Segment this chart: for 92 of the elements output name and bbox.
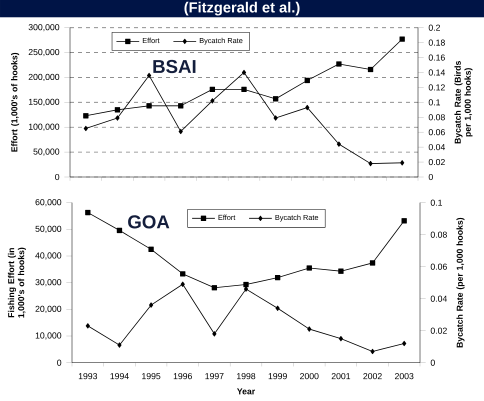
chart-title: (Fitzgerald et al.) bbox=[184, 2, 300, 16]
point bbox=[117, 342, 122, 348]
x-tick-label: 1993 bbox=[78, 373, 98, 380]
point bbox=[272, 96, 278, 102]
y2-axis-title: Bycatch Rate (Birds per 1,000 hooks) bbox=[454, 61, 473, 144]
y2-tick-label: 0.18 bbox=[428, 40, 445, 46]
point bbox=[210, 86, 216, 92]
point bbox=[85, 210, 90, 216]
x-tick-label: 1995 bbox=[142, 373, 160, 380]
y2-tick-label: 0.06 bbox=[428, 129, 445, 136]
y-axis-title: Effort (1,000's of hooks) bbox=[11, 52, 20, 152]
y-tick-label: 40,000 bbox=[35, 252, 62, 260]
y-tick-label: 300,000 bbox=[28, 24, 60, 32]
annotation: GOA bbox=[128, 215, 170, 228]
point bbox=[210, 98, 214, 104]
point bbox=[147, 72, 152, 78]
x-axis-title: Year bbox=[236, 388, 256, 394]
point bbox=[402, 340, 406, 346]
point bbox=[306, 265, 312, 271]
point bbox=[305, 104, 310, 110]
y-tick-label: 10,000 bbox=[36, 332, 62, 340]
x-tick-label: 1996 bbox=[174, 373, 192, 380]
point bbox=[304, 78, 310, 84]
y-tick-label: 100,000 bbox=[28, 124, 60, 131]
point bbox=[241, 86, 247, 92]
point bbox=[400, 36, 405, 42]
point bbox=[370, 348, 375, 354]
point bbox=[242, 70, 246, 76]
y2-tick-label: 0.02 bbox=[428, 159, 445, 166]
y-tick-label: 50,000 bbox=[33, 148, 60, 156]
point bbox=[178, 103, 184, 108]
y-tick-label: 30,000 bbox=[35, 279, 62, 286]
x-tick-label: 1997 bbox=[205, 373, 224, 380]
point bbox=[180, 271, 186, 277]
y2-tick-label: 0.1 bbox=[430, 200, 442, 206]
y2-tick-label: 0.02 bbox=[430, 328, 447, 334]
point bbox=[274, 274, 280, 280]
y2-tick-label: 0.08 bbox=[428, 114, 445, 120]
x-tick-label: 2000 bbox=[300, 373, 319, 380]
point bbox=[212, 331, 216, 337]
y2-tick-label: 0.04 bbox=[428, 144, 446, 150]
y-tick-label: 150,000 bbox=[28, 98, 60, 106]
point bbox=[368, 66, 374, 72]
y-axis-title: Fishing Effort (in 1,000's of hooks) bbox=[8, 248, 26, 318]
y2-tick-label: 0 bbox=[428, 174, 433, 180]
point bbox=[336, 141, 342, 147]
y-tick-label: 60,000 bbox=[36, 199, 62, 206]
point bbox=[400, 160, 404, 166]
point bbox=[402, 218, 407, 224]
point bbox=[274, 115, 278, 121]
x-tick-label: 2001 bbox=[332, 373, 350, 380]
y2-tick-label: 0 bbox=[430, 360, 435, 366]
point bbox=[338, 268, 344, 274]
point bbox=[338, 336, 344, 342]
y2-axis-title: Bycatch Rate (per 1,000 hooks) bbox=[456, 218, 465, 348]
point bbox=[276, 306, 280, 311]
annotation: BSAI bbox=[153, 60, 196, 74]
x-tick-label: 2003 bbox=[394, 373, 414, 380]
point bbox=[212, 285, 218, 290]
y-tick-label: 0 bbox=[57, 360, 62, 366]
y2-tick-label: 0.04 bbox=[430, 296, 448, 302]
point bbox=[178, 128, 183, 134]
point bbox=[83, 113, 88, 118]
y2-tick-label: 0.16 bbox=[428, 54, 445, 61]
y-tick-label: 50,000 bbox=[35, 226, 62, 233]
y2-tick-label: 0.12 bbox=[428, 84, 445, 90]
point bbox=[146, 103, 152, 108]
x-tick-label: 2002 bbox=[363, 373, 382, 380]
y-tick-label: 0 bbox=[55, 174, 60, 180]
x-tick-label: 1999 bbox=[268, 373, 287, 380]
point bbox=[336, 61, 342, 67]
point bbox=[370, 260, 376, 266]
y-tick-label: 250,000 bbox=[28, 48, 60, 56]
y2-tick-label: 0.06 bbox=[430, 264, 447, 270]
y-tick-label: 200,000 bbox=[28, 74, 60, 82]
point bbox=[84, 126, 88, 132]
point bbox=[114, 107, 120, 112]
x-tick-label: 1994 bbox=[110, 373, 129, 380]
y2-tick-label: 0.1 bbox=[428, 99, 440, 106]
y2-tick-label: 0.2 bbox=[428, 24, 440, 31]
point bbox=[116, 228, 122, 234]
point bbox=[180, 282, 185, 287]
point bbox=[148, 246, 154, 252]
y2-tick-label: 0.14 bbox=[428, 69, 446, 76]
x-tick-label: 1998 bbox=[237, 373, 256, 380]
point bbox=[368, 160, 373, 166]
point bbox=[148, 302, 154, 308]
point bbox=[307, 326, 312, 332]
point bbox=[115, 115, 120, 121]
point bbox=[86, 323, 90, 329]
y2-tick-label: 0.08 bbox=[430, 232, 447, 238]
y-tick-label: 20,000 bbox=[36, 306, 62, 313]
